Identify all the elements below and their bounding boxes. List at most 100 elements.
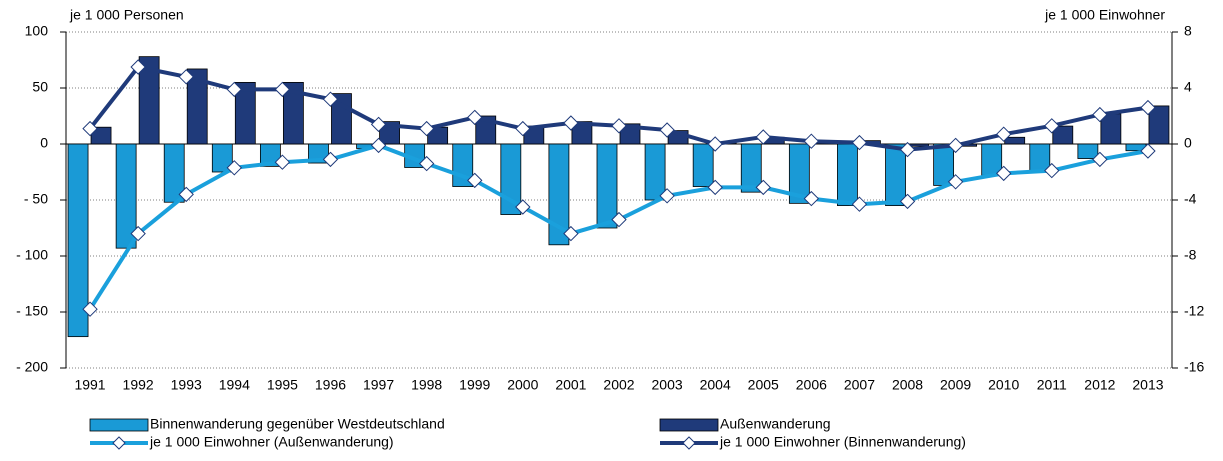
bar [282,82,304,145]
marker [418,155,435,172]
y-tick-label: 100 [25,23,49,39]
marker [226,160,243,176]
legend-swatch [89,418,149,432]
y-tick-label: 0 [40,135,48,151]
legend-swatch [659,418,719,432]
x-tick-label: 2001 [555,377,586,393]
x-tick-label: 1998 [411,377,442,393]
marker [274,154,291,170]
bar [596,143,618,229]
y-tick-label: - 50 [24,191,48,207]
bar [1148,105,1170,145]
bar [259,143,281,167]
bar [1077,143,1099,159]
x-tick-label: 2003 [652,377,683,393]
legend-label: je 1 000 Einwohner (Außenwanderung) [149,434,394,450]
y-axis-label: je 1 000 Personen [69,7,184,23]
y2-tick-label: -16 [1184,359,1204,375]
marker [611,211,627,228]
bar [1004,136,1026,145]
marker [1092,151,1108,168]
marker [226,81,243,98]
x-tick-label: 2007 [844,377,875,393]
bar [548,143,570,246]
marker [995,126,1012,142]
x-tick-label: 2009 [940,377,971,393]
x-tick-label: 1999 [459,377,490,393]
y2-tick-label: -4 [1184,191,1197,207]
marker [322,91,339,107]
x-tick-label: 2010 [988,377,1019,393]
x-tick-label: 2006 [796,377,827,393]
marker [370,116,387,133]
marker [563,115,579,131]
marker [515,199,531,215]
marker [130,225,146,242]
marker [755,129,771,145]
marker [82,120,98,137]
marker [851,134,868,151]
y-tick-label: - 100 [16,247,48,263]
x-tick-label: 2005 [748,377,779,393]
marker [178,186,194,203]
marker [803,133,820,149]
bar [837,143,858,206]
legend-label: Außenwanderung [720,416,831,432]
x-tick-label: 1995 [267,377,298,393]
marker [611,118,627,134]
marker [563,225,579,242]
marker [851,196,868,212]
x-tick-label: 1993 [171,377,202,393]
y2-tick-label: 4 [1184,79,1192,95]
x-tick-label: 2002 [603,377,634,393]
marker [899,193,916,210]
marker [1044,162,1060,179]
y2-tick-label: -8 [1184,247,1197,263]
legend-label: je 1 000 Einwohner (Binnenwanderung) [719,434,966,450]
x-tick-label: 2011 [1037,377,1067,393]
bar [90,126,112,145]
x-tick-label: 1996 [315,377,346,393]
legend-marker [112,436,126,450]
marker [755,179,771,196]
bar [981,143,1003,176]
x-tick-label: 1991 [74,377,105,393]
bar [67,143,89,338]
y2-tick-label: -12 [1184,303,1204,319]
marker [707,136,723,152]
bar [186,68,208,145]
bar [115,143,137,249]
marker [899,141,916,158]
marker [82,301,98,317]
marker [178,69,194,85]
marker [274,81,291,98]
marker [130,59,146,75]
y-tick-label: 50 [32,79,48,95]
marker [1044,118,1060,134]
marker [947,174,964,190]
marker [467,109,483,126]
marker [370,137,387,154]
bar [692,143,714,187]
bar [138,56,160,145]
bar [644,143,666,201]
x-tick-label: 2008 [892,377,923,393]
y2-tick-label: 0 [1184,135,1192,151]
y2-axis-label: je 1 000 Einwohner [1044,7,1165,23]
x-tick-label: 2013 [1132,377,1163,393]
marker [515,120,531,137]
bar [571,121,593,145]
bar [788,143,810,204]
marker [947,137,964,154]
marker [322,151,339,168]
bar [234,82,256,145]
marker [1140,143,1156,159]
marker [467,172,483,189]
legend-marker [682,436,696,450]
bar [211,143,233,173]
marker [659,122,675,138]
y-tick-label: - 200 [16,359,48,375]
bar [740,143,762,193]
marker [995,165,1012,182]
